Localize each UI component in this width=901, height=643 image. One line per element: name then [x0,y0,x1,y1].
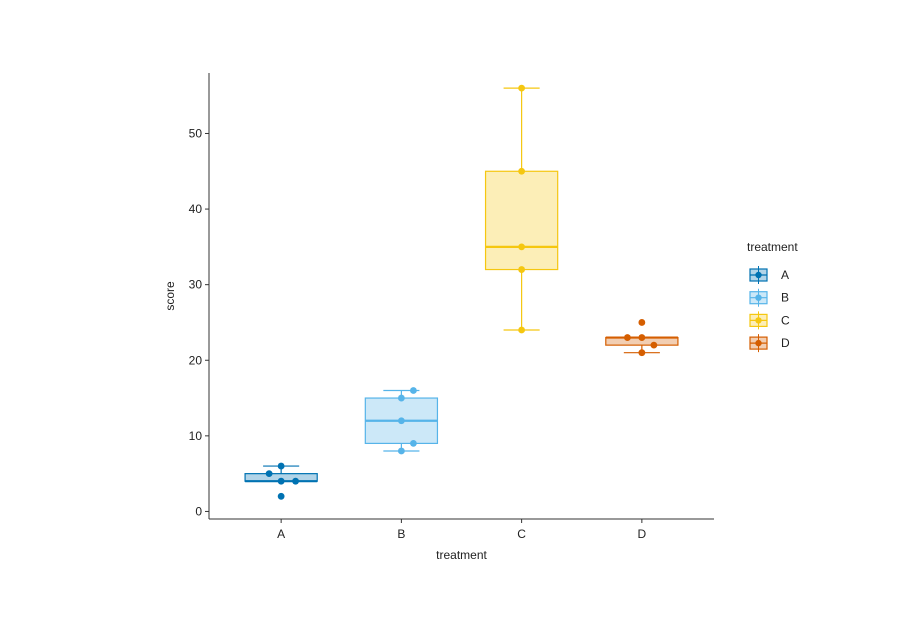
legend-label-B: B [781,291,789,305]
legend-title: treatment [747,240,798,254]
data-point-C-12 [518,243,526,251]
data-point-C-11 [518,167,526,175]
data-point-B-5 [397,394,405,402]
y-tick-label-40: 40 [189,202,203,216]
data-point-D-16 [624,334,631,341]
legend-key-point-A [755,271,762,279]
data-point-B-7 [397,417,405,425]
legend-label-D: D [781,336,790,350]
legend-key-point-B [755,294,762,301]
data-point-B-9 [397,447,405,455]
x-tick-label-B: B [397,527,405,541]
data-point-D-18 [650,341,658,349]
x-axis-title: treatment [436,548,487,562]
legend-key-point-C [755,317,762,324]
data-point-A-2 [277,477,285,485]
data-point-C-13 [518,266,526,273]
legend-item-B: B [749,288,789,307]
data-point-A-0 [265,470,273,478]
axis-ticks: 0 10 20 30 40 50 A B C D [189,126,647,541]
legend-item-D: D [749,334,790,353]
data-point-A-4 [277,492,285,500]
plot-area [244,84,679,500]
legend-label-C: C [781,313,790,327]
x-tick-label-D: D [638,527,647,541]
box-body-C [484,170,559,271]
data-point-D-15 [638,319,646,326]
box-C [484,87,559,331]
data-point-B-6 [410,387,417,394]
legend-label-A: A [781,268,789,282]
data-point-D-17 [638,334,646,341]
y-axis-title: score [163,281,177,311]
axes [208,73,714,520]
data-point-A-1 [277,462,285,470]
y-tick-label-50: 50 [189,126,203,140]
y-tick-label-10: 10 [189,429,203,443]
legend-item-C: C [749,311,790,330]
legend-item-A: A [749,266,789,284]
x-tick-label-C: C [517,527,526,541]
data-point-B-8 [410,440,417,447]
data-point-C-10 [518,84,526,92]
x-tick-label-A: A [277,527,285,541]
legend-key-point-D [755,339,762,347]
y-tick-label-0: 0 [195,504,202,518]
y-tick-label-20: 20 [189,353,203,367]
y-tick-label-30: 30 [189,278,203,292]
data-point-D-19 [638,349,646,357]
data-point-A-3 [292,477,299,485]
data-point-C-14 [518,326,526,334]
